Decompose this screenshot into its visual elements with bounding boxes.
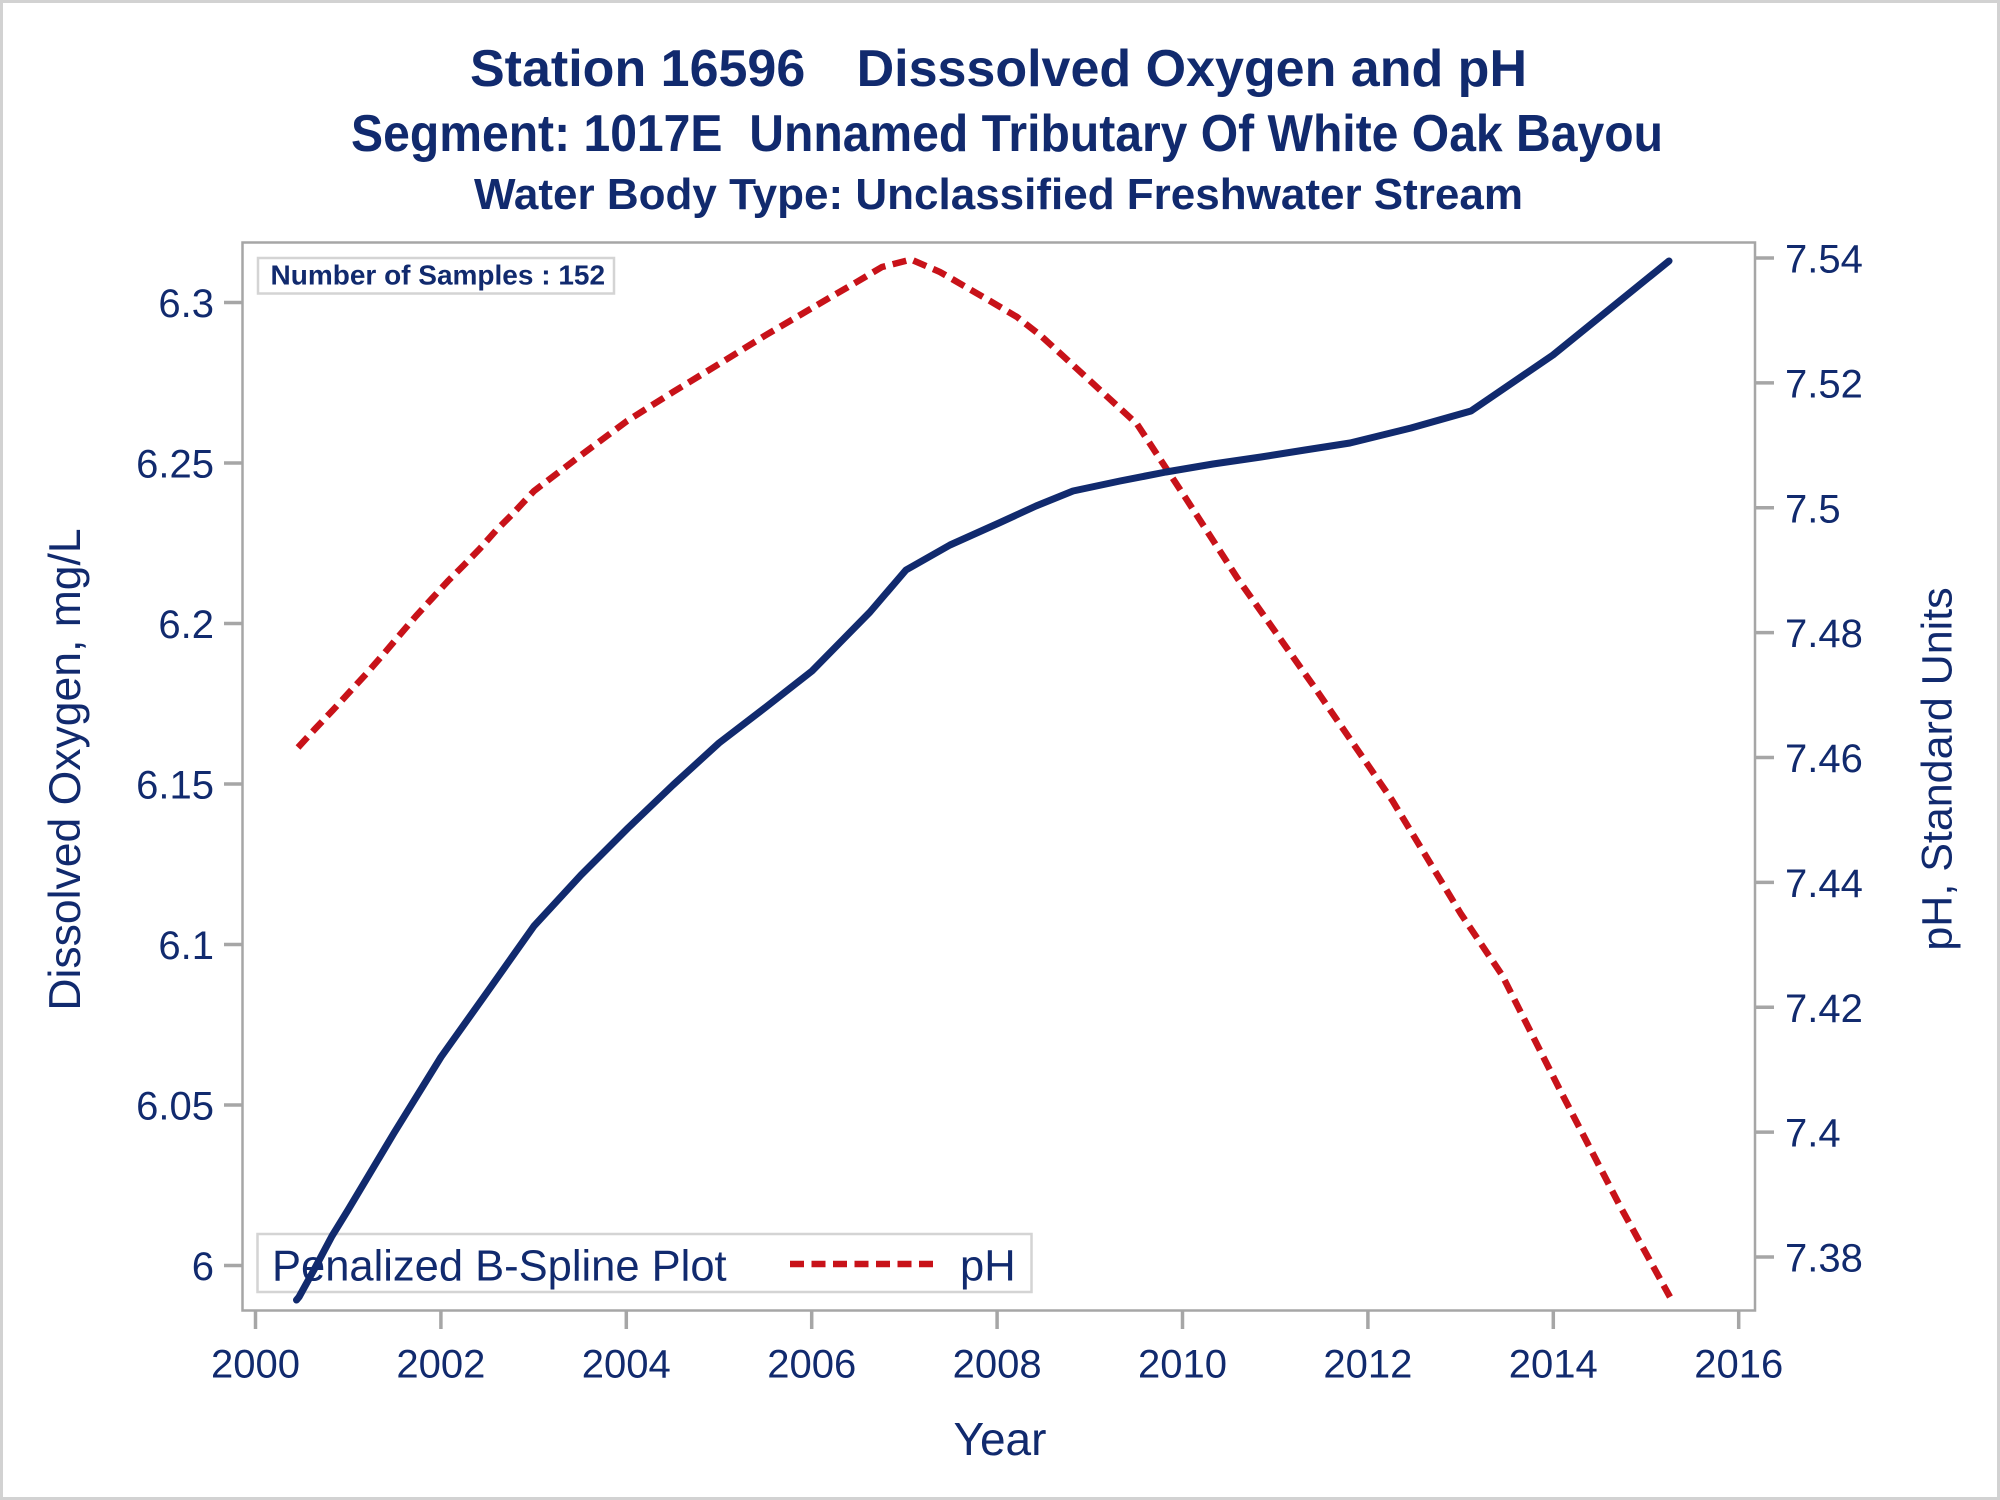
svg-text:7.46: 7.46 <box>1785 737 1863 781</box>
svg-text:2006: 2006 <box>767 1343 856 1387</box>
svg-text:2012: 2012 <box>1323 1343 1412 1387</box>
svg-text:2008: 2008 <box>953 1343 1042 1387</box>
svg-text:6: 6 <box>192 1245 214 1289</box>
svg-text:pH, Standard Units: pH, Standard Units <box>1914 587 1962 950</box>
svg-text:Water Body Type: Unclassified: Water Body Type: Unclassified Freshwater… <box>474 170 1523 219</box>
svg-text:7.54: 7.54 <box>1785 238 1863 282</box>
svg-text:6.3: 6.3 <box>158 282 214 326</box>
svg-text:6.2: 6.2 <box>158 603 214 647</box>
svg-text:Dissolved Oxygen, mg/L: Dissolved Oxygen, mg/L <box>41 528 90 1010</box>
svg-text:7.44: 7.44 <box>1785 862 1863 906</box>
svg-text:2000: 2000 <box>211 1343 300 1387</box>
svg-text:7.42: 7.42 <box>1785 987 1863 1031</box>
svg-text:7.52: 7.52 <box>1785 362 1863 406</box>
svg-text:2004: 2004 <box>582 1343 671 1387</box>
svg-text:2002: 2002 <box>396 1343 485 1387</box>
svg-text:7.48: 7.48 <box>1785 612 1863 656</box>
svg-text:pH: pH <box>960 1243 1016 1291</box>
svg-text:6.15: 6.15 <box>136 764 214 808</box>
svg-text:Station 16596: Station 16596 <box>470 40 805 98</box>
svg-text:7.4: 7.4 <box>1785 1112 1841 1156</box>
svg-text:Disssolved Oxygen and pH: Disssolved Oxygen and pH <box>857 40 1527 98</box>
svg-text:Year: Year <box>954 1413 1047 1465</box>
svg-text:Number of Samples : 152: Number of Samples : 152 <box>271 260 606 291</box>
svg-text:6.05: 6.05 <box>136 1085 214 1129</box>
svg-text:Penalized B-Spline Plot: Penalized B-Spline Plot <box>272 1243 727 1291</box>
svg-text:Segment: 1017E Unnamed Tribut: Segment: 1017E Unnamed Tributary Of Whit… <box>351 105 1663 163</box>
svg-text:6.25: 6.25 <box>136 443 214 487</box>
svg-text:2014: 2014 <box>1509 1343 1598 1387</box>
svg-text:7.5: 7.5 <box>1785 487 1841 531</box>
svg-text:6.1: 6.1 <box>158 924 214 968</box>
svg-text:2010: 2010 <box>1138 1343 1227 1387</box>
svg-text:7.38: 7.38 <box>1785 1237 1863 1281</box>
svg-text:2016: 2016 <box>1694 1343 1783 1387</box>
